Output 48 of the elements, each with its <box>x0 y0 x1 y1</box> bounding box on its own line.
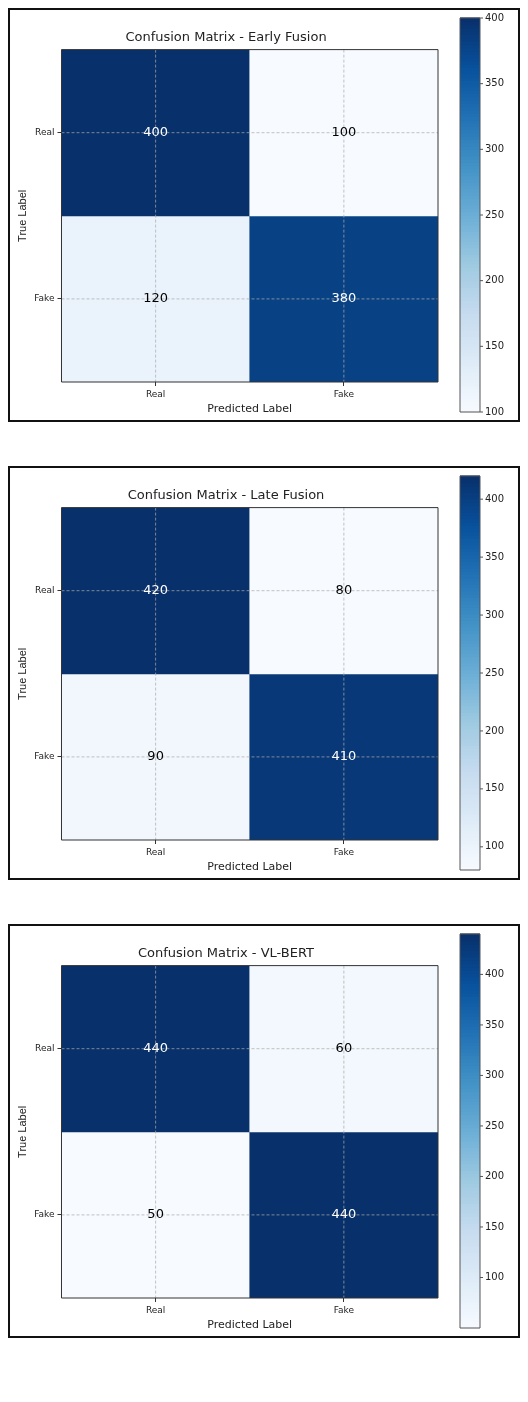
data-label: 440 <box>331 1206 357 1222</box>
color-bar-label: 200 <box>485 274 505 286</box>
color-bar-label: 400 <box>485 968 505 979</box>
data-label: 440 <box>143 1040 169 1056</box>
color-bar-label: 100 <box>485 1271 505 1283</box>
chart-title: Confusion Matrix - VL-BERT <box>138 945 315 961</box>
color-bar-label: 150 <box>485 339 505 351</box>
color-bar-label: 350 <box>485 1018 505 1030</box>
color-bar-label: 100 <box>485 405 505 417</box>
data-label: 400 <box>143 124 169 140</box>
y-axis-title: True Label <box>15 647 28 700</box>
color-bar-label: 350 <box>485 77 505 89</box>
data-label: 420 <box>143 582 169 598</box>
color-bar-label: 300 <box>485 142 505 154</box>
y-tick-label: Fake <box>34 293 55 304</box>
color-bar-label: 150 <box>485 1220 505 1232</box>
color-bar-label: 200 <box>485 1170 505 1182</box>
data-label: 50 <box>147 1206 164 1222</box>
color-bar-label: 400 <box>485 11 505 23</box>
data-label: 60 <box>335 1040 353 1056</box>
chart-title: Confusion Matrix - Early Fusion <box>125 29 327 45</box>
color-bar-label: 400 <box>485 492 505 504</box>
color-bar-label: 250 <box>485 1119 505 1131</box>
x-axis-title: Predicted Label <box>207 860 293 874</box>
data-label: 380 <box>331 290 357 306</box>
color-bar-label: 300 <box>485 608 505 620</box>
data-label: 80 <box>335 582 353 598</box>
x-axis-title: Predicted Label <box>207 402 293 416</box>
color-bar-label: 300 <box>485 1069 505 1081</box>
color-bar-label: 100 <box>485 840 505 852</box>
color-bar-label: 250 <box>485 666 505 678</box>
chart-title: Confusion Matrix - Late Fusion <box>127 487 325 503</box>
color-bar-label: 250 <box>485 208 505 220</box>
data-label: 120 <box>143 290 169 306</box>
x-axis-title: Predicted Label <box>207 1318 293 1332</box>
color-bar-label: 200 <box>485 724 505 736</box>
color-bar-label: 350 <box>485 550 505 562</box>
data-label: 410 <box>331 748 357 764</box>
y-tick-label: Real <box>35 127 55 138</box>
y-tick-label: Real <box>35 1043 55 1054</box>
y-axis-title: True Label <box>15 189 28 242</box>
data-label: 90 <box>147 748 164 764</box>
color-bar-label: 150 <box>485 782 505 794</box>
y-tick-label: Fake <box>34 1209 55 1220</box>
y-axis-title: True Label <box>15 1105 28 1158</box>
y-tick-label: Fake <box>34 751 55 762</box>
y-tick-label: Real <box>35 585 55 596</box>
data-label: 100 <box>331 124 357 140</box>
